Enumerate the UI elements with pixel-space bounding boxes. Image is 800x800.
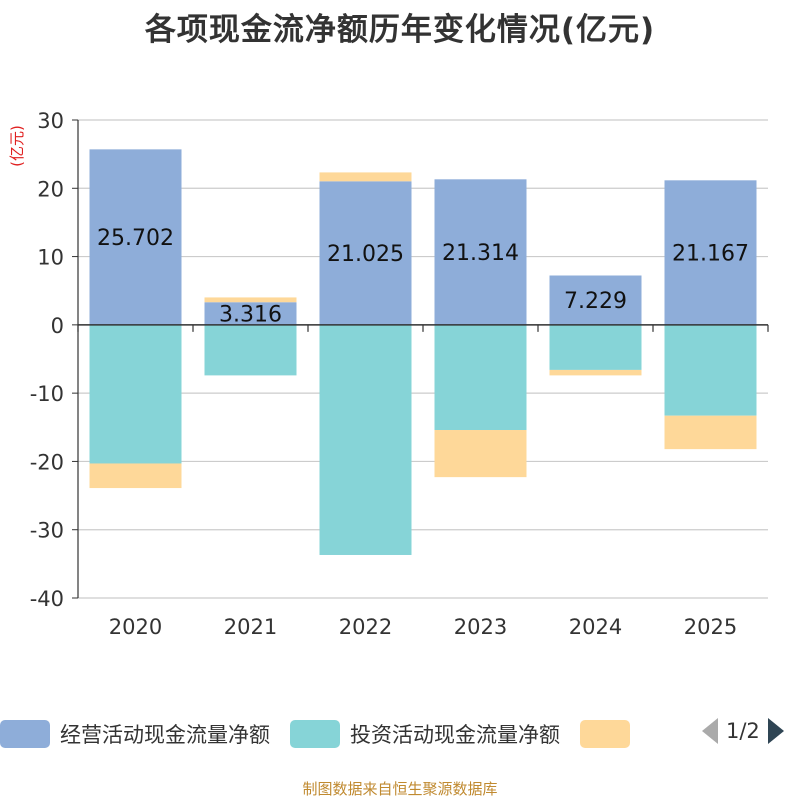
legend-swatch-investing xyxy=(290,720,340,748)
bar-2024-series-0 xyxy=(549,275,642,325)
x-tick-label-2025: 2025 xyxy=(684,615,737,639)
data-label-2024: 7.229 xyxy=(564,289,627,314)
bar-2021-series-2 xyxy=(204,297,297,303)
bar-2020-series-0 xyxy=(89,149,182,325)
y-tick-label: -20 xyxy=(30,450,64,474)
y-tick-label: 10 xyxy=(37,246,64,270)
bar-2022-series-2 xyxy=(319,172,412,182)
x-tick-label-2020: 2020 xyxy=(109,615,162,639)
prev-page-icon[interactable] xyxy=(700,717,720,745)
legend-item-operating[interactable]: 经营活动现金流量净额 xyxy=(0,719,270,749)
y-tick-label: 20 xyxy=(37,177,64,201)
y-tick-label: 30 xyxy=(37,109,64,133)
bar-2025-series-2 xyxy=(664,415,757,450)
legend-label-operating: 经营活动现金流量净额 xyxy=(60,723,270,747)
data-label-2020: 25.702 xyxy=(97,226,174,251)
y-tick-label: -30 xyxy=(30,519,64,543)
y-axis-unit-label: (亿元) xyxy=(8,125,26,167)
legend-swatch-financing xyxy=(580,720,630,748)
x-tick-label-2022: 2022 xyxy=(339,615,392,639)
next-page-icon[interactable] xyxy=(766,717,786,745)
bar-2023-series-0 xyxy=(434,179,527,325)
data-label-2021: 3.316 xyxy=(219,303,282,328)
bar-2023-series-1 xyxy=(434,324,527,431)
x-tick-label-2023: 2023 xyxy=(454,615,507,639)
legend-item-financing[interactable] xyxy=(580,720,640,748)
bar-2024-series-1 xyxy=(549,324,642,370)
legend-pager: 1/2 xyxy=(700,717,786,745)
legend-swatch-operating xyxy=(0,720,50,748)
bar-2020-series-2 xyxy=(89,463,182,489)
bar-2022-series-0 xyxy=(319,181,412,325)
x-tick-label-2024: 2024 xyxy=(569,615,622,639)
page-indicator: 1/2 xyxy=(726,719,760,743)
bar-2025-series-0 xyxy=(664,180,757,325)
source-note: 制图数据来自恒生聚源数据库 xyxy=(302,780,498,798)
bar-2020-series-1 xyxy=(89,324,182,464)
data-label-2022: 21.025 xyxy=(327,242,404,267)
y-tick-label: -40 xyxy=(30,587,64,611)
legend: 经营活动现金流量净额 投资活动现金流量净额 xyxy=(0,716,656,752)
data-label-2025: 21.167 xyxy=(672,242,749,267)
y-tick-label: 0 xyxy=(51,314,64,338)
x-tick-label-2021: 2021 xyxy=(224,615,277,639)
bar-2021-series-0 xyxy=(204,302,297,325)
legend-label-investing: 投资活动现金流量净额 xyxy=(350,723,560,747)
bar-2025-series-1 xyxy=(664,324,757,416)
bar-2024-series-2 xyxy=(549,369,642,376)
y-tick-label: -10 xyxy=(30,382,64,406)
chart-title: 各项现金流净额历年变化情况(亿元) xyxy=(144,12,656,48)
bar-2023-series-2 xyxy=(434,430,527,478)
legend-item-investing[interactable]: 投资活动现金流量净额 xyxy=(290,719,560,749)
bar-2021-series-1 xyxy=(204,324,297,376)
data-label-2023: 21.314 xyxy=(442,241,519,266)
bar-2022-series-1 xyxy=(319,324,412,555)
